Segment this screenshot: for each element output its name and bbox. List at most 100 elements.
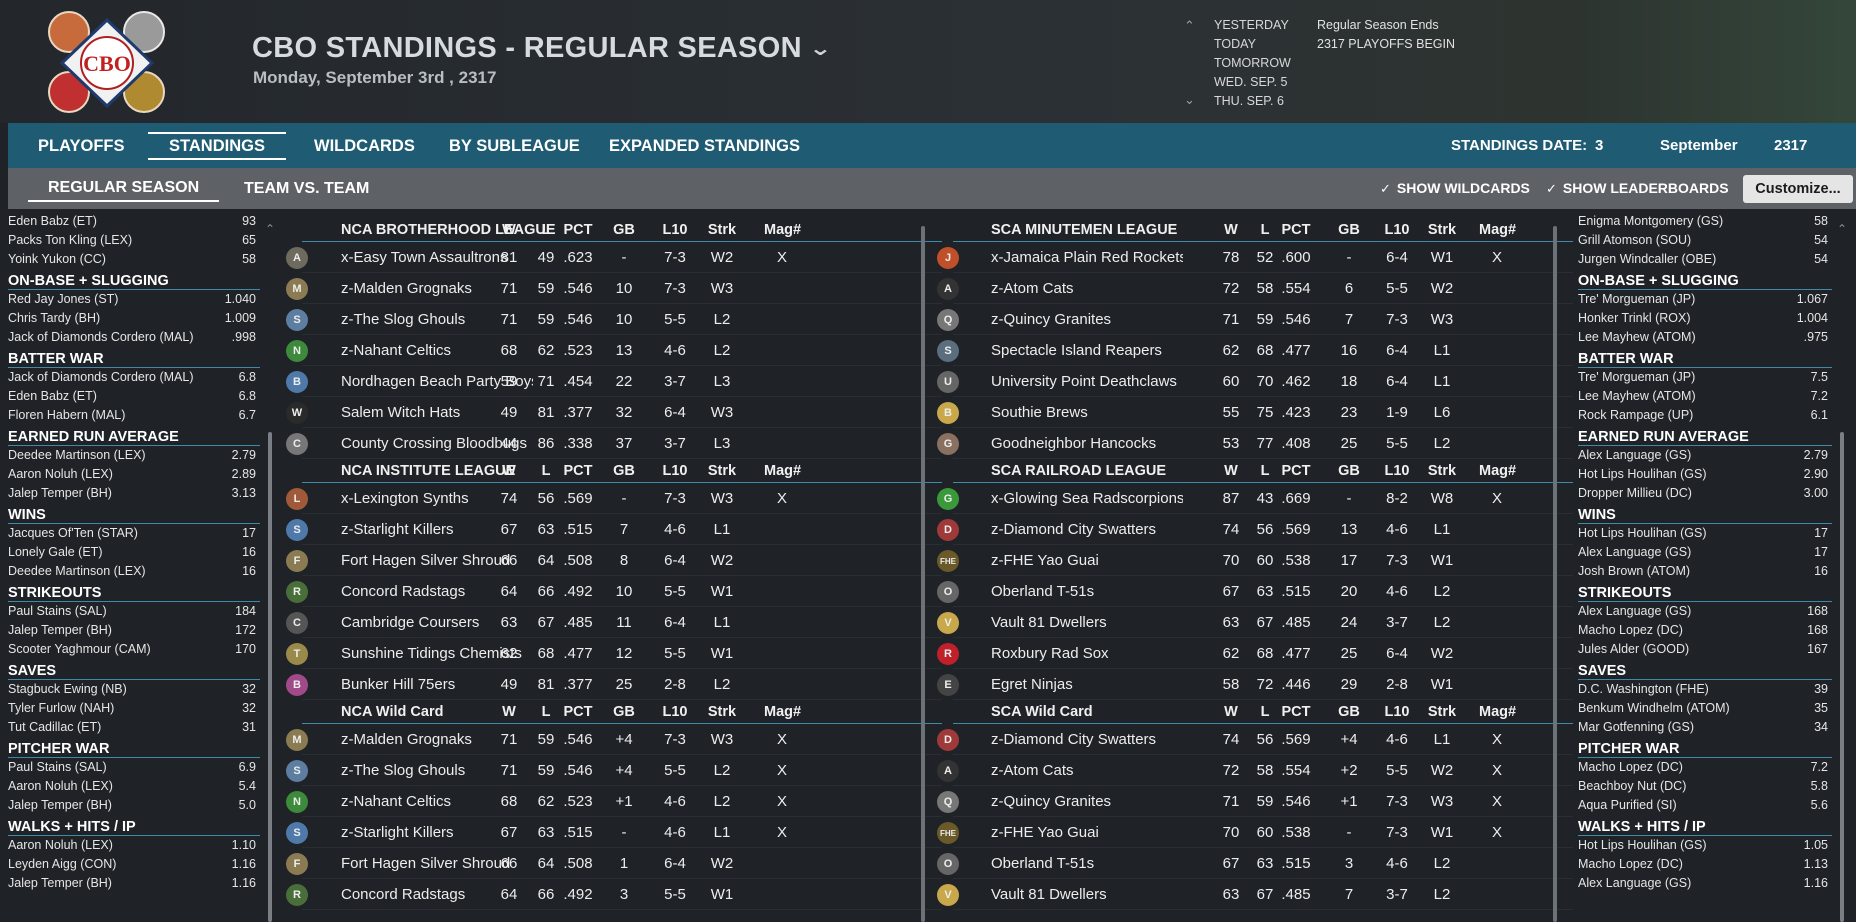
leader-row[interactable]: Alex Language (GS) 168 <box>1578 602 1832 621</box>
team-name[interactable]: z-FHE Yao Guai <box>991 552 1099 569</box>
team-name[interactable]: Goodneighbor Hancocks <box>991 435 1157 452</box>
column-header-gb[interactable]: GB <box>1338 704 1360 720</box>
team-name[interactable]: z-Atom Cats <box>991 762 1074 779</box>
leader-row[interactable]: Floren Habern (MAL) 6.7 <box>8 406 260 425</box>
leader-row[interactable]: Aaron Noluh (LEX) 2.89 <box>8 465 260 484</box>
team-name[interactable]: Concord Radstags <box>341 886 466 903</box>
team-name[interactable]: Roxbury Rad Sox <box>991 645 1109 662</box>
column-header-l10[interactable]: L10 <box>662 463 688 479</box>
leader-row[interactable]: Jalep Temper (BH) 172 <box>8 621 260 640</box>
team-name[interactable]: Spectacle Island Reapers <box>991 342 1162 359</box>
standings-day[interactable]: 3 <box>1595 137 1604 154</box>
leader-row[interactable]: Aaron Noluh (LEX) 1.10 <box>8 836 260 855</box>
column-header-w[interactable]: W <box>1224 704 1238 720</box>
team-name[interactable]: University Point Deathclaws <box>991 373 1177 390</box>
leader-row[interactable]: Jalep Temper (BH) 1.16 <box>8 874 260 893</box>
column-header-w[interactable]: W <box>502 463 516 479</box>
chevron-up-icon[interactable]: ⌃ <box>264 222 276 236</box>
team-name[interactable]: z-Starlight Killers <box>341 521 454 538</box>
leader-row[interactable]: Stagbuck Ewing (NB) 32 <box>8 680 260 699</box>
team-name[interactable]: Concord Radstags <box>341 583 466 600</box>
date-nav-tomorrow[interactable]: TOMORROW <box>1214 56 1291 70</box>
right-leaders-scrollbar[interactable]: ⌃ <box>1836 222 1848 922</box>
team-name[interactable]: Salem Witch Hats <box>341 404 461 421</box>
team-row[interactable]: R Concord Radstags 64 66 .492 10 5-5 W1 <box>286 576 942 607</box>
chevron-down-icon[interactable]: ⌄ <box>1184 92 1195 107</box>
team-row[interactable]: T Sunshine Tidings Chemists 62 68 .477 12 5-5 W… <box>286 638 942 669</box>
leader-row[interactable]: Mar Gotfenning (GS) 34 <box>1578 718 1832 737</box>
team-row[interactable]: FHE z-FHE Yao Guai 70 60 .538 17 7-3 W1 <box>937 545 1573 576</box>
team-name[interactable]: z-The Slog Ghouls <box>341 762 466 779</box>
leader-row[interactable]: Eden Babz (ET) 6.8 <box>8 387 260 406</box>
column-header-pct[interactable]: PCT <box>1281 704 1311 720</box>
team-name[interactable]: z-Nahant Celtics <box>341 793 452 810</box>
team-name[interactable]: z-The Slog Ghouls <box>341 311 466 328</box>
leader-row[interactable]: Tre' Morgueman (JP) 7.5 <box>1578 368 1832 387</box>
column-header-l10[interactable]: L10 <box>1384 704 1410 720</box>
team-name[interactable]: Cambridge Coursers <box>341 614 480 631</box>
team-row[interactable]: O Oberland T-51s 67 63 .515 20 4-6 L2 <box>937 576 1573 607</box>
leader-row[interactable]: Red Jay Jones (ST) 1.040 <box>8 290 260 309</box>
column-header-strk[interactable]: Strk <box>707 463 737 479</box>
leader-row[interactable]: Scooter Yaghmour (CAM) 170 <box>8 640 260 659</box>
team-name[interactable]: x-Glowing Sea Radscorpions <box>991 490 1183 507</box>
standings-year[interactable]: 2317 <box>1774 137 1808 154</box>
column-header-w[interactable]: W <box>502 704 516 720</box>
column-header-strk[interactable]: Strk <box>1427 704 1457 720</box>
team-name[interactable]: z-Diamond City Swatters <box>991 731 1157 748</box>
team-name[interactable]: Oberland T-51s <box>991 583 1095 600</box>
team-name[interactable]: z-Nahant Celtics <box>341 342 452 359</box>
leader-row[interactable]: Paul Stains (SAL) 184 <box>8 602 260 621</box>
leader-row[interactable]: Alex Language (GS) 1.16 <box>1578 874 1832 893</box>
team-row[interactable]: G Goodneighbor Hancocks 53 77 .408 25 5-5 L2 <box>937 428 1573 459</box>
leader-row[interactable]: Tyler Furlow (NAH) 32 <box>8 699 260 718</box>
leader-row[interactable]: Hot Lips Houlihan (GS) 17 <box>1578 524 1832 543</box>
tab-expanded-standings[interactable]: EXPANDED STANDINGS <box>609 137 800 155</box>
date-scroller[interactable]: ⌃ ⌄ <box>1184 18 1198 108</box>
team-name[interactable]: Bunker Hill 75ers <box>341 676 456 693</box>
leader-row[interactable]: Dropper Millieu (DC) 3.00 <box>1578 484 1832 503</box>
team-name[interactable]: Vault 81 Dwellers <box>991 886 1107 903</box>
column-header-l[interactable]: L <box>1260 222 1270 238</box>
column-header-l[interactable]: L <box>541 463 551 479</box>
team-row[interactable]: B Southie Brews 55 75 .423 23 1-9 L6 <box>937 397 1573 428</box>
column-header-l[interactable]: L <box>1260 704 1270 720</box>
leader-row[interactable]: Lonely Gale (ET) 16 <box>8 543 260 562</box>
chevron-down-icon[interactable]: ⌄ <box>808 38 833 60</box>
page-title[interactable]: CBO STANDINGS - REGULAR SEASON ⌄ <box>252 32 833 64</box>
tab-regular-season[interactable]: REGULAR SEASON <box>28 176 220 202</box>
column-header-w[interactable]: W <box>1224 463 1238 479</box>
leader-row[interactable]: Rock Rampage (UP) 6.1 <box>1578 406 1832 425</box>
team-row[interactable]: S Spectacle Island Reapers 62 68 .477 16 6-4 L1 <box>937 335 1573 366</box>
column-header-strk[interactable]: Strk <box>1427 463 1457 479</box>
column-header-gb[interactable]: GB <box>613 704 635 720</box>
team-row[interactable]: V Vault 81 Dwellers 63 67 .485 24 3-7 L2 <box>937 607 1573 638</box>
team-row[interactable]: B Nordhagen Beach Party Boys 59 71 .454 22 3-7… <box>286 366 942 397</box>
leader-row[interactable]: Lee Mayhew (ATOM) .975 <box>1578 328 1832 347</box>
column-header-w[interactable]: W <box>1224 222 1238 238</box>
team-name[interactable]: z-Quincy Granites <box>991 793 1112 810</box>
column-header-gb[interactable]: GB <box>1338 222 1360 238</box>
team-name[interactable]: z-FHE Yao Guai <box>991 824 1099 841</box>
customize-button[interactable]: Customize... <box>1743 175 1853 203</box>
scroll-thumb[interactable] <box>1840 432 1844 922</box>
team-row[interactable]: W Salem Witch Hats 49 81 .377 32 6-4 W3 <box>286 397 942 428</box>
team-name[interactable]: x-Lexington Synths <box>341 490 469 507</box>
column-header-strk[interactable]: Strk <box>707 704 737 720</box>
tab-wildcards[interactable]: WILDCARDS <box>314 137 415 155</box>
leader-row[interactable]: Honker Trinkl (ROX) 1.004 <box>1578 309 1832 328</box>
leader-row[interactable]: Josh Brown (ATOM) 16 <box>1578 562 1832 581</box>
team-name[interactable]: z-Starlight Killers <box>341 824 454 841</box>
column-header-l10[interactable]: L10 <box>1384 463 1410 479</box>
column-header-mag[interactable]: Mag# <box>764 704 802 720</box>
